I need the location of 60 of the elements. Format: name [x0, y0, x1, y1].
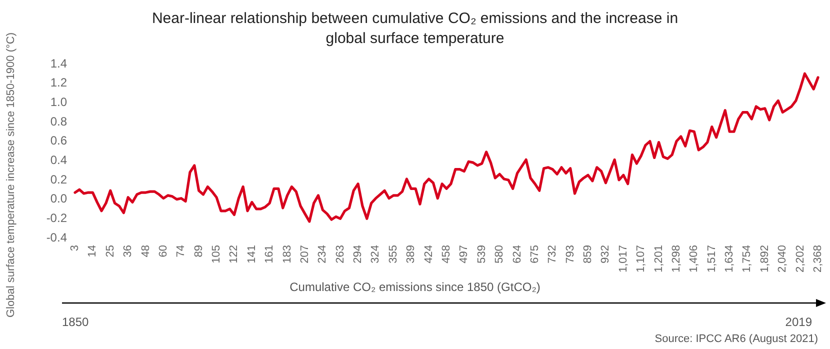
line-series — [74, 72, 820, 223]
y-tick-label: 0.2 — [50, 172, 68, 186]
x-tick-label: 793 — [564, 245, 576, 264]
x-tick-label: 932 — [600, 245, 612, 264]
x-tick-label: 732 — [546, 245, 559, 264]
x-tick-label: 859 — [582, 245, 594, 264]
y-tick-label: 1.4 — [50, 56, 68, 70]
x-tick-label: 294 — [352, 245, 364, 264]
y-axis-title: Global surface temperature increase since 1850-1900 (°C) — [5, 31, 18, 320]
x-tick-label: 424 — [422, 245, 435, 264]
x-tick-label: 36 — [122, 245, 134, 258]
x-tick-label: 141 — [246, 245, 258, 264]
x-tick-label: 539 — [476, 245, 488, 264]
x-tick-label: 2,202 — [794, 245, 806, 273]
y-tick-label: 0.4 — [50, 152, 68, 167]
x-axis-title: Cumulative CO₂ emissions since 1850 (GtCO₂) — [288, 280, 542, 294]
x-tick-label: 207 — [298, 245, 311, 264]
x-tick-label: 1,754 — [741, 245, 754, 273]
y-tick-label: 1.0 — [50, 94, 68, 109]
x-tick-label: 25 — [104, 245, 116, 258]
y-tick-label: -0.4 — [46, 230, 68, 244]
source-note: Source: IPCC AR6 (August 2021) — [654, 333, 818, 345]
x-tick-label: 122 — [228, 245, 240, 264]
x-tick-label: 458 — [440, 245, 452, 264]
x-tick-label: 60 — [157, 245, 170, 258]
y-tick-label: -0.2 — [46, 210, 68, 225]
x-tick-label: 497 — [458, 245, 470, 264]
x-tick-label: 1,298 — [670, 245, 682, 273]
x-tick-label: 89 — [192, 245, 205, 258]
x-tick-label: 1,634 — [724, 245, 736, 273]
x-tick-label: 675 — [528, 245, 541, 264]
y-tick-label: 0.8 — [50, 114, 68, 128]
x-tick-label: 324 — [370, 245, 382, 264]
x-tick-label: 624 — [511, 245, 524, 264]
x-tick-label: 74 — [175, 245, 188, 258]
x-tick-label: 2,040 — [776, 245, 789, 273]
x-tick-label: 14 — [86, 245, 99, 258]
x-tick-label: 1,517 — [706, 245, 718, 273]
x-tick-label: 3 — [69, 245, 81, 252]
x-tick-label: 355 — [387, 245, 400, 264]
chart-title: Near-linear relationship between cumulative CO₂ emissions and the increase in global surface temperature — [150, 9, 680, 49]
text: 2019 — [784, 315, 812, 329]
x-tick-label: 1,107 — [635, 245, 648, 273]
x-tick-label: 1,017 — [617, 245, 630, 273]
y-tick-label: 0.6 — [50, 134, 68, 148]
y-tick-label: 0.0 — [50, 192, 68, 206]
x-tick-label: 580 — [494, 245, 506, 264]
x-tick-label: 105 — [210, 245, 223, 264]
text: 1850 — [62, 315, 90, 329]
x-tick-label: 263 — [334, 245, 346, 264]
x-tick-label: 2,368 — [812, 245, 824, 273]
y-tick-label: 1.2 — [50, 76, 68, 90]
x-tick-label: 1,406 — [688, 245, 700, 273]
x-tick-label: 161 — [264, 245, 276, 264]
x-tick-label: 234 — [316, 245, 329, 264]
x-tick-label: 1,892 — [758, 245, 771, 273]
x-tick-label: 389 — [405, 245, 418, 264]
x-tick-label: 1,201 — [652, 245, 665, 273]
x-tick-label: 48 — [140, 245, 152, 258]
x-tick-label: 183 — [281, 245, 294, 264]
